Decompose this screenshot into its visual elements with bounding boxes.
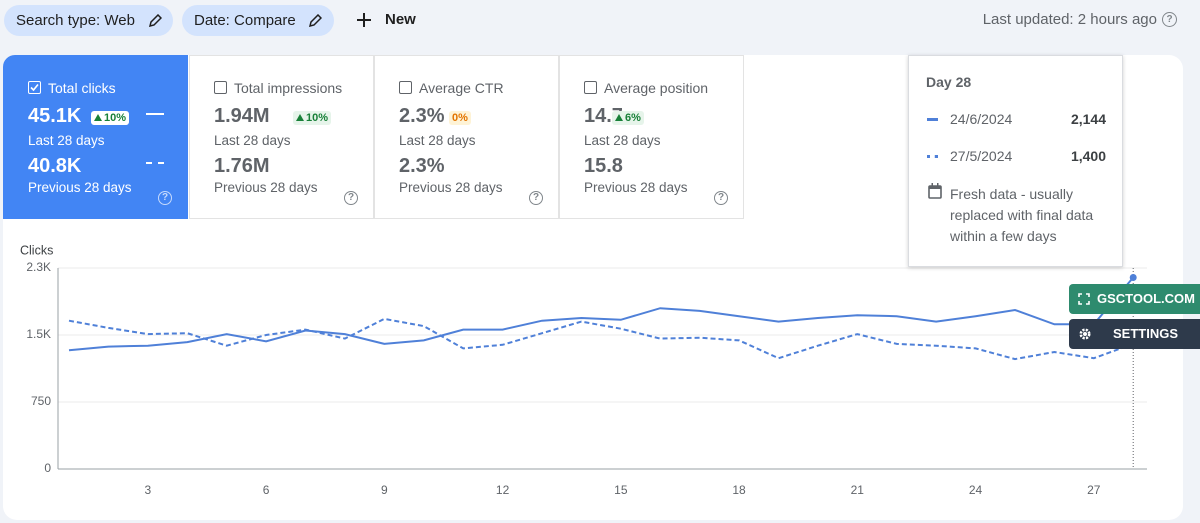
x-tick-label: 12 [496,483,510,497]
card-title: Average position [604,80,709,96]
help-icon[interactable]: ? [1162,12,1177,27]
edit-icon [309,14,322,27]
metric-card[interactable]: Average CTR 2.3% 0% Last 28 days 2.3% Previou… [374,55,559,219]
y-tick-label: 750 [31,394,51,408]
change-badge: 10% [293,111,332,125]
tooltip-note: Fresh data - usually replaced with final… [950,186,1094,244]
x-tick-label: 15 [614,483,628,497]
checkbox [584,81,597,94]
change-badge: 0% [449,111,471,125]
card-previous-period: Previous 28 days [214,180,318,195]
button-label: GSCTOOL.COM [1097,291,1195,306]
checkbox [28,81,41,94]
y-tick-label: 1.5K [26,327,51,341]
plus-icon [357,13,371,27]
card-title: Total impressions [234,80,343,96]
card-previous-period: Previous 28 days [28,180,132,195]
site-button[interactable]: GSCTOOL.COM [1069,284,1200,314]
help-icon: ? [344,191,358,205]
calendar-icon [928,183,942,199]
metric-card[interactable]: Average position 14.7 6% Last 28 days 15.8 Pr… [559,55,744,219]
y-axis-label: Clicks [20,243,53,257]
card-value: 1.94M [214,105,270,127]
last-updated: Last updated: 2 hours ago [982,11,1157,28]
gear-icon [1079,328,1091,340]
line-key-dashed [146,162,164,164]
card-previous-value: 15.8 [584,155,623,177]
chip-label: Date: Compare [194,12,296,29]
change-badge: 6% [612,111,644,125]
card-period: Last 28 days [214,133,291,148]
card-previous-period: Previous 28 days [584,180,688,195]
tooltip: Day 28 24/6/2024 2,144 27/5/2024 1,400 Fres… [908,55,1123,267]
checkbox [214,81,227,94]
metric-card[interactable]: Total clicks 45.1K 10% Last 28 days 40.8K Pre… [3,55,188,219]
expand-icon [1078,293,1090,305]
help-icon: ? [158,191,172,205]
card-period: Last 28 days [399,133,476,148]
series-line [68,317,1134,361]
new-label: New [385,11,416,28]
date-chip[interactable]: Date: Compare [182,5,334,36]
checkbox [399,81,412,94]
y-tick-label: 0 [44,461,51,475]
x-tick-label: 18 [732,483,746,497]
card-previous-period: Previous 28 days [399,180,503,195]
x-tick-label: 24 [969,483,983,497]
card-period: Last 28 days [584,133,661,148]
new-button[interactable]: New [354,10,424,30]
x-tick-label: 9 [381,483,388,497]
help-icon: ? [529,191,543,205]
metric-card[interactable]: Total impressions 1.94M 10% Last 28 days 1.7… [189,55,374,219]
card-title: Total clicks [48,80,116,96]
hover-point [1129,273,1137,281]
x-tick-label: 27 [1087,483,1101,497]
card-value: 2.3% [399,105,445,127]
y-tick-label: 2.3K [26,260,51,274]
x-tick-label: 3 [145,483,152,497]
legend-key [927,118,938,121]
tooltip-value: 2,144 [1070,111,1106,127]
series-line [68,276,1134,352]
tooltip-value: 1,400 [1070,148,1106,164]
legend-name: 24/6/2024 [950,111,1013,127]
card-previous-value: 40.8K [28,155,82,177]
button-label: SETTINGS [1113,326,1179,341]
card-value: 45.1K [28,105,82,127]
legend-name: 27/5/2024 [950,148,1013,164]
x-tick-label: 21 [851,483,865,497]
card-period: Last 28 days [28,133,105,148]
edit-icon [149,14,162,27]
card-previous-value: 2.3% [399,155,445,177]
change-badge: 10% [91,111,130,125]
help-icon: ? [714,191,728,205]
card-previous-value: 1.76M [214,155,270,177]
search-type-chip[interactable]: Search type: Web [4,5,173,36]
x-tick-label: 6 [263,483,270,497]
settings-button[interactable]: SETTINGS [1069,319,1200,349]
tooltip-title: Day 28 [926,74,972,90]
card-title: Average CTR [419,80,504,96]
line-key-solid [146,113,164,115]
legend-key [927,155,938,158]
chip-label: Search type: Web [16,12,135,29]
